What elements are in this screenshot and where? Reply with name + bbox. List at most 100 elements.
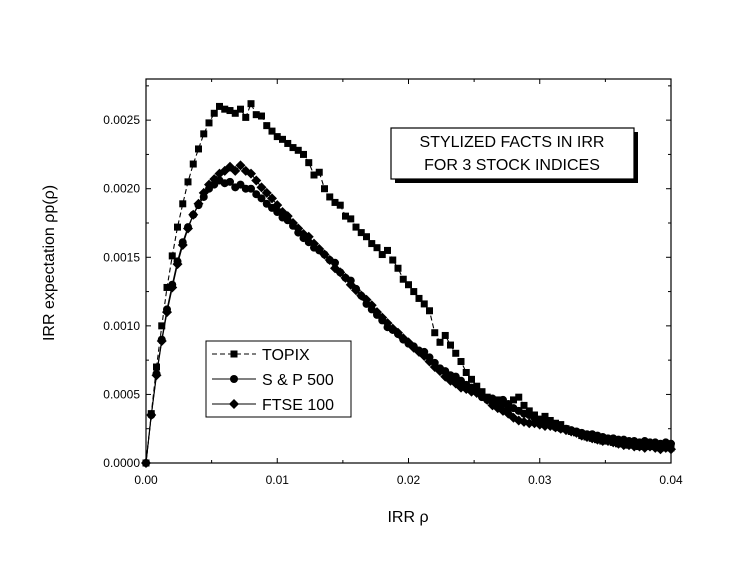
data-point: [567, 427, 575, 435]
data-point: [226, 107, 234, 115]
data-point: [273, 133, 281, 141]
data-point: [609, 438, 617, 446]
data-point: [636, 443, 643, 451]
data-point: [246, 168, 256, 179]
legend-sample-ftse100: [212, 399, 256, 409]
data-point: [499, 400, 507, 408]
data-point: [216, 102, 223, 110]
data-point: [258, 112, 265, 120]
data-point: [195, 145, 202, 153]
data-point: [510, 396, 517, 404]
data-point: [625, 441, 633, 449]
data-point: [230, 165, 241, 176]
data-point: [331, 258, 339, 267]
data-point: [184, 178, 192, 186]
data-point: [552, 419, 559, 427]
data-point: [263, 122, 271, 130]
data-point: [247, 184, 255, 193]
data-point: [604, 437, 612, 445]
series-layer: [141, 100, 676, 468]
data-point: [315, 168, 323, 176]
data-point: [235, 160, 246, 171]
data-point: [531, 411, 538, 419]
data-point: [399, 275, 407, 283]
data-point: [336, 201, 344, 209]
data-point: [289, 144, 297, 152]
data-point: [251, 175, 262, 186]
data-point: [252, 111, 260, 119]
series-s-p-500: [142, 176, 675, 467]
x-tick-label: 0.03: [528, 473, 552, 487]
data-point: [210, 109, 218, 117]
legend-sample-sp500: [212, 375, 256, 383]
data-point: [304, 238, 313, 247]
data-point: [494, 396, 502, 404]
data-point: [184, 223, 192, 232]
data-point: [357, 229, 365, 237]
data-point: [158, 322, 166, 330]
data-point: [284, 139, 292, 147]
legend-marker: [229, 399, 239, 409]
data-point: [357, 291, 366, 300]
data-point: [420, 300, 428, 308]
data-point: [268, 127, 276, 135]
data-point: [520, 401, 528, 409]
data-point: [326, 193, 334, 201]
series-line: [145, 164, 672, 464]
data-point: [294, 146, 302, 154]
data-point: [174, 223, 181, 231]
data-point: [657, 444, 664, 452]
data-point: [426, 307, 433, 315]
data-point: [546, 416, 554, 424]
data-point: [599, 437, 607, 445]
x-axis-label: IRR ρ: [387, 509, 428, 526]
data-point: [384, 246, 391, 254]
data-point: [651, 441, 659, 449]
data-point: [504, 404, 512, 412]
data-point: [431, 329, 439, 337]
data-point: [336, 268, 345, 277]
data-point: [410, 288, 418, 296]
legend-label-topix: TOPIX: [262, 347, 310, 364]
data-point: [189, 210, 198, 219]
data-point: [242, 113, 250, 121]
data-point: [267, 193, 277, 204]
data-point: [179, 200, 187, 208]
x-tick-label: 0.02: [397, 473, 421, 487]
data-point: [594, 436, 601, 444]
data-point: [237, 105, 244, 113]
data-point: [378, 316, 387, 325]
data-point: [583, 433, 591, 441]
data-point: [425, 353, 434, 362]
data-point: [221, 105, 229, 113]
data-point: [468, 375, 475, 383]
data-point: [615, 440, 622, 448]
data-point: [294, 228, 303, 237]
annotation-box: STYLIZED FACTS IN IRR FOR 3 STOCK INDICE…: [390, 127, 638, 183]
data-point: [667, 444, 675, 452]
x-tick-label: 0.01: [266, 473, 290, 487]
series-line: [145, 179, 672, 464]
data-point: [478, 388, 486, 396]
data-point: [620, 440, 628, 448]
data-point: [436, 338, 444, 346]
data-point: [447, 341, 454, 349]
data-point: [256, 182, 267, 193]
legend-label-sp500: S & P 500: [262, 372, 334, 389]
data-point: [368, 240, 376, 248]
data-point: [320, 250, 329, 259]
annotation-line-1: STYLIZED FACTS IN IRR: [420, 134, 605, 151]
data-point: [441, 331, 449, 339]
data-point: [662, 443, 670, 451]
data-point: [261, 187, 272, 198]
data-point: [257, 194, 266, 203]
data-point: [578, 432, 586, 440]
y-tick-label: 0.0015: [103, 250, 140, 264]
data-point: [462, 368, 470, 376]
annotation-line-2: FOR 3 STOCK INDICES: [424, 157, 600, 174]
axis-ticks: 0.00 0.01 0.02 0.03 0.04 0.0000 0.0005 0.0010 0.…: [103, 79, 683, 487]
data-point: [352, 284, 360, 293]
data-point: [152, 369, 161, 378]
data-point: [430, 358, 439, 367]
data-point: [153, 363, 160, 371]
